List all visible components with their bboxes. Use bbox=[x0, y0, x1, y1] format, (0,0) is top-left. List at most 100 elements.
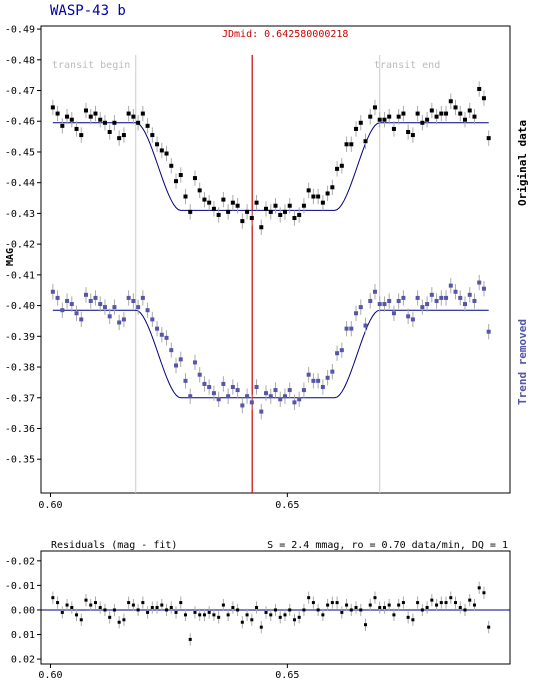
residual-point bbox=[207, 610, 211, 614]
original-point bbox=[74, 126, 79, 131]
residual-point bbox=[373, 596, 377, 600]
original-point bbox=[55, 111, 60, 116]
chart-title: WASP-43 b bbox=[50, 3, 126, 19]
original-data-label: Original data bbox=[516, 120, 529, 206]
y-tick-label: -0.39 bbox=[5, 332, 35, 343]
residual-point bbox=[112, 608, 116, 612]
residual-point bbox=[150, 606, 154, 609]
residual-point bbox=[439, 601, 443, 605]
residual-point bbox=[259, 625, 263, 629]
trend-point bbox=[131, 298, 136, 303]
residual-point bbox=[302, 608, 306, 612]
trend-point bbox=[282, 394, 287, 399]
original-point bbox=[344, 142, 349, 147]
original-point bbox=[320, 200, 325, 205]
original-point bbox=[207, 200, 212, 205]
residual-point bbox=[231, 606, 235, 609]
trend-point bbox=[121, 317, 126, 322]
original-point bbox=[211, 206, 216, 211]
main-plot-layer: -0.49 -0.48 -0.47 -0.46 -0.45 -0.44 -0.43 -0.42… bbox=[5, 25, 491, 511]
trend-point bbox=[339, 348, 344, 353]
trend-point bbox=[434, 298, 439, 303]
residual-point bbox=[307, 596, 311, 600]
original-point bbox=[273, 203, 278, 208]
trend-point bbox=[477, 280, 482, 285]
residual-point bbox=[364, 623, 368, 627]
residual-point bbox=[89, 603, 93, 607]
y-tick-label: -0.45 bbox=[5, 147, 35, 158]
residual-point bbox=[174, 610, 178, 614]
y-tick-label: -0.42 bbox=[5, 240, 35, 251]
trend-point bbox=[420, 305, 425, 310]
trend-point bbox=[84, 292, 89, 297]
original-point bbox=[401, 111, 406, 116]
residual-point bbox=[378, 606, 382, 609]
trend-point bbox=[65, 298, 70, 303]
residual-point bbox=[468, 598, 472, 602]
trend-point bbox=[467, 292, 472, 297]
residual-point bbox=[221, 603, 225, 607]
trend-point bbox=[316, 378, 321, 383]
original-point bbox=[188, 209, 193, 214]
original-point bbox=[164, 151, 169, 156]
trend-point bbox=[429, 292, 434, 297]
trend-point bbox=[462, 302, 467, 307]
y-tick-label: -0.37 bbox=[5, 393, 35, 404]
residual-point bbox=[401, 601, 405, 605]
trend-point bbox=[311, 378, 316, 383]
x-tick-label: 0.65 bbox=[275, 500, 299, 511]
trend-point bbox=[197, 372, 202, 377]
original-point bbox=[382, 117, 387, 122]
trend-point bbox=[415, 295, 420, 300]
y-tick-label: -0.38 bbox=[5, 363, 35, 374]
residual-point bbox=[278, 615, 282, 619]
residual-point bbox=[463, 608, 467, 612]
residual-point bbox=[122, 618, 126, 622]
residual-point bbox=[250, 618, 254, 622]
original-point bbox=[306, 188, 311, 193]
original-point bbox=[415, 111, 420, 116]
original-point bbox=[174, 179, 179, 184]
original-point bbox=[178, 173, 183, 178]
residual-point bbox=[482, 591, 486, 595]
residual-point bbox=[236, 608, 240, 612]
residual-point bbox=[297, 615, 301, 619]
residual-point bbox=[340, 610, 344, 614]
residual-point bbox=[449, 596, 453, 600]
original-point bbox=[278, 212, 283, 217]
residual-point bbox=[292, 618, 296, 622]
original-point bbox=[354, 126, 359, 131]
original-point bbox=[240, 219, 245, 224]
residual-point bbox=[75, 613, 79, 617]
y-tick-label: -0.44 bbox=[5, 178, 35, 189]
trend-point bbox=[169, 348, 174, 353]
trend-point bbox=[216, 397, 221, 402]
residual-point bbox=[368, 603, 372, 607]
trend-point bbox=[155, 326, 160, 331]
original-point bbox=[93, 111, 98, 116]
original-point bbox=[112, 120, 117, 125]
trend-point bbox=[136, 305, 141, 310]
trend-point bbox=[439, 295, 444, 300]
original-point bbox=[448, 99, 453, 104]
original-point bbox=[65, 114, 70, 119]
trend-point bbox=[320, 385, 325, 390]
trend-point bbox=[396, 298, 401, 303]
trend-removed-label: Trend removed bbox=[516, 319, 529, 405]
original-point bbox=[131, 114, 136, 119]
residual-point bbox=[354, 606, 358, 609]
trend-point bbox=[372, 289, 377, 294]
original-point bbox=[268, 209, 273, 214]
trend-point bbox=[79, 317, 84, 322]
residuals-title: Residuals (mag - fit) bbox=[51, 540, 177, 551]
residual-point bbox=[269, 613, 273, 617]
trend-point bbox=[344, 326, 349, 331]
transit-begin-label: transit begin bbox=[52, 60, 130, 71]
original-point bbox=[50, 105, 55, 110]
original-point bbox=[202, 197, 207, 202]
residual-point bbox=[103, 608, 107, 612]
trend-point bbox=[458, 295, 463, 300]
original-point bbox=[69, 117, 74, 122]
trend-point bbox=[202, 381, 207, 386]
